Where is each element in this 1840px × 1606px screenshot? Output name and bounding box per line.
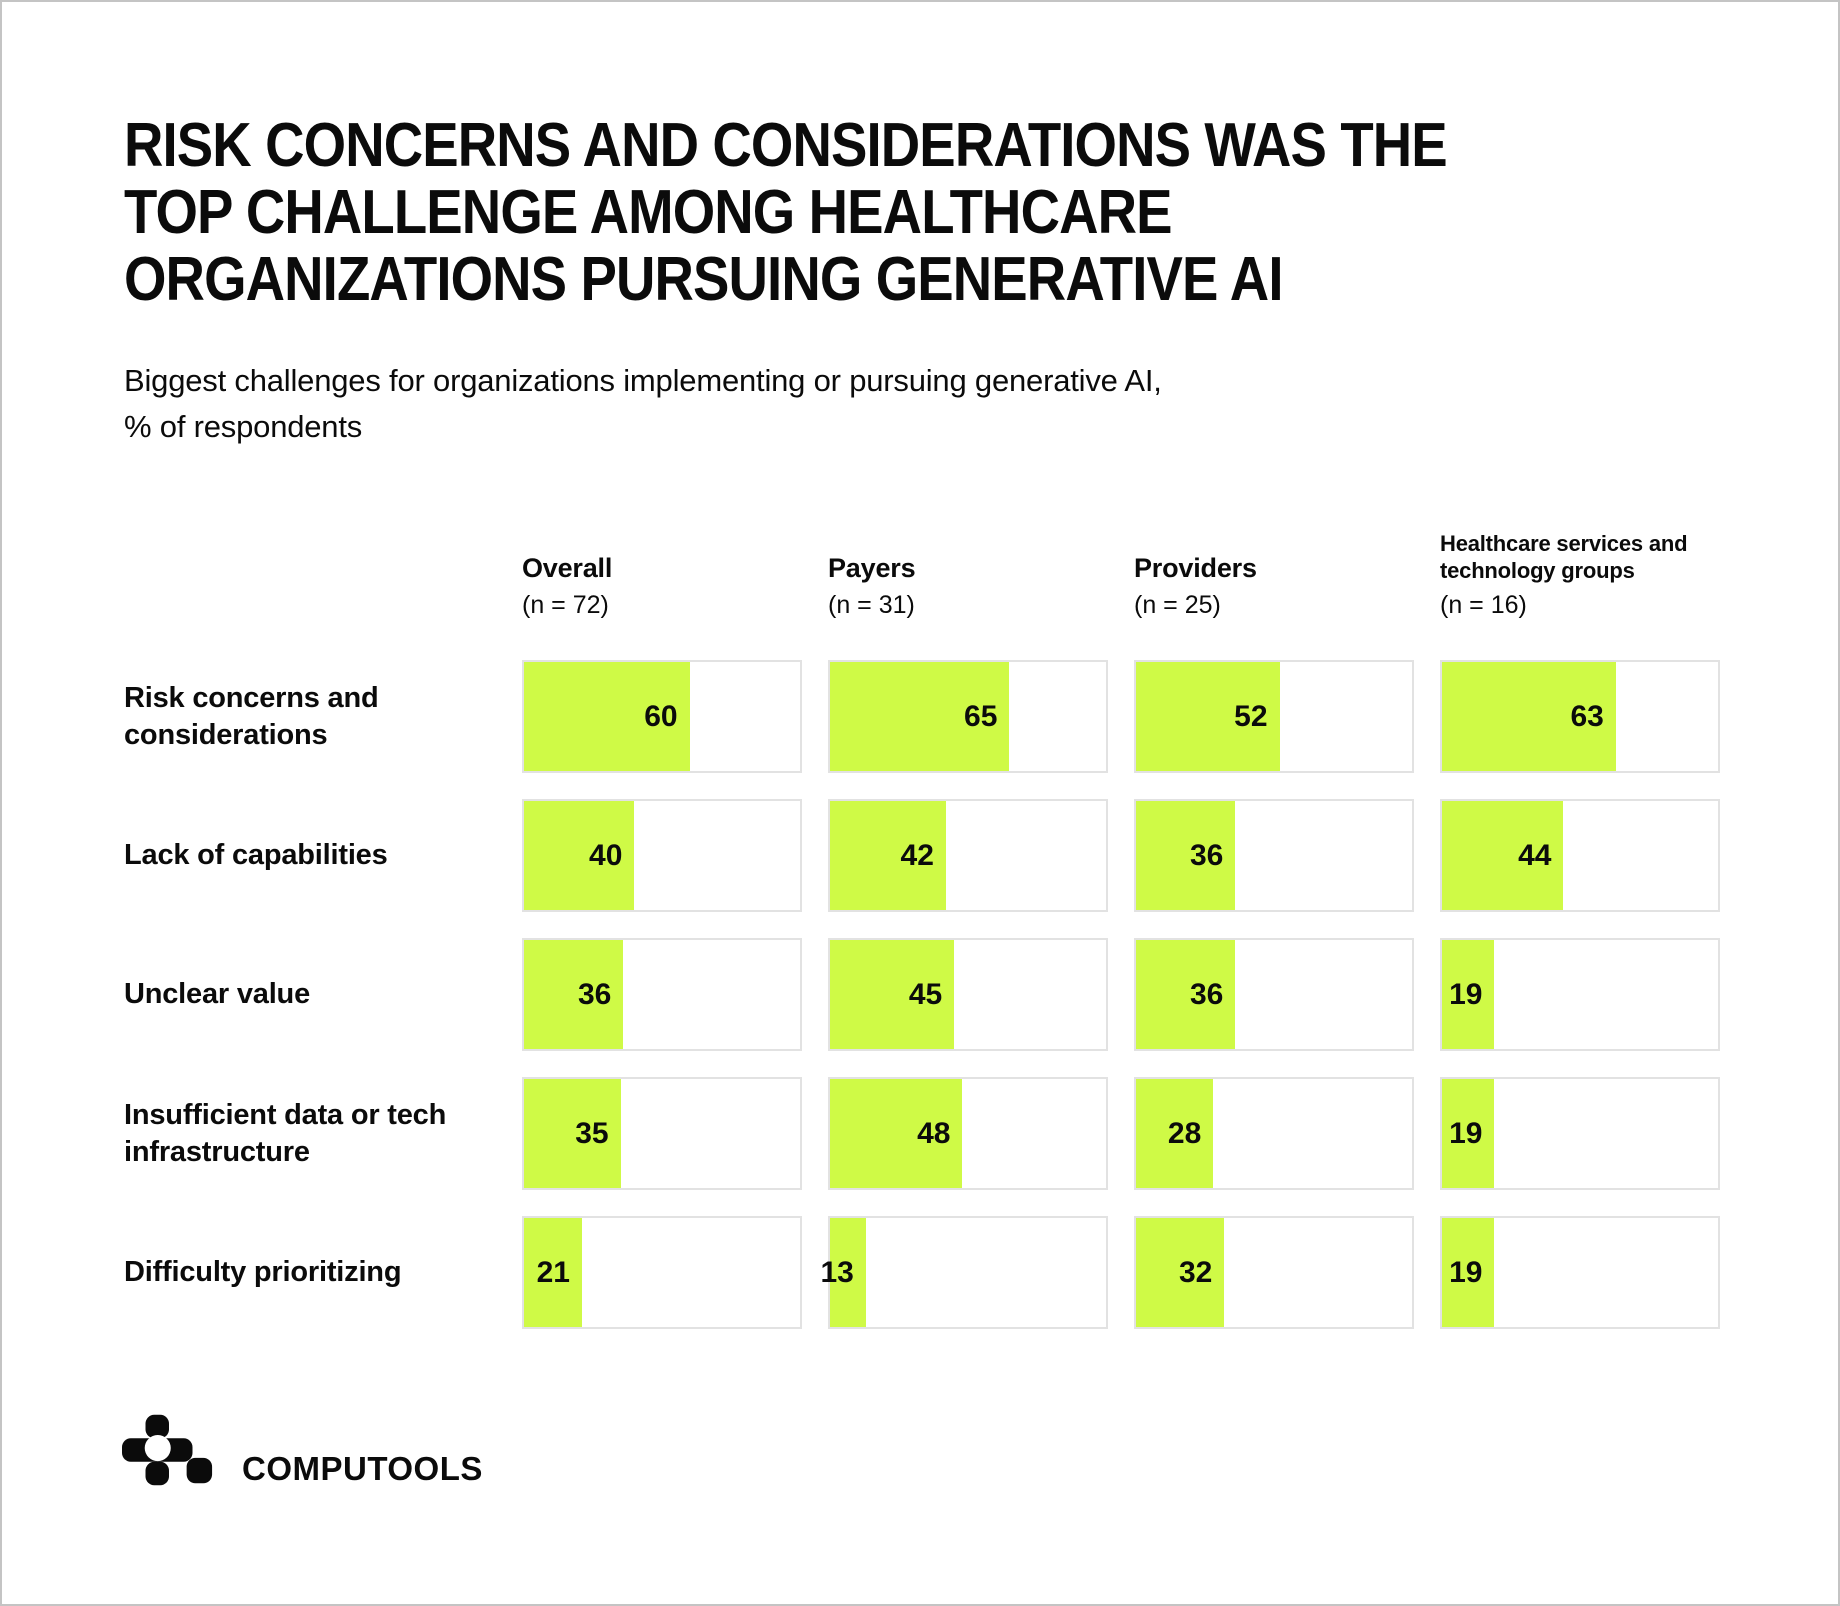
- bar-track-lack-of-capabilities-payers: 42: [828, 799, 1108, 912]
- column-sample-size: (n = 16): [1440, 591, 1527, 619]
- bar-fill: 40: [524, 801, 635, 910]
- bar-value-label: 65: [964, 699, 998, 733]
- chart-grid: Overall (n = 72) Payers (n = 31) Providers (n…: [124, 531, 1720, 1329]
- bar-value-label: 19: [1449, 1255, 1483, 1289]
- bar-value-label: 19: [1449, 1116, 1483, 1150]
- column-name: Providers: [1134, 553, 1257, 583]
- bar-fill: 60: [524, 662, 690, 771]
- bar-fill: 36: [1136, 940, 1236, 1049]
- page-title: RISK CONCERNS AND CONSIDERATIONS WAS THE…: [124, 111, 1448, 314]
- bar-track-unclear-value-overall: 36: [522, 938, 802, 1051]
- bar-fill: 65: [830, 662, 1010, 771]
- bar-track-difficulty-prioritizing-overall: 21: [522, 1216, 802, 1329]
- bar-fill: 42: [830, 801, 946, 910]
- column-header-payers: Payers (n = 31): [828, 546, 1108, 634]
- bar-value-label: 63: [1570, 699, 1604, 733]
- computools-logo-icon: [122, 1414, 213, 1486]
- column-header-overall: Overall (n = 72): [522, 546, 802, 634]
- bar-value-label: 45: [908, 977, 943, 1011]
- bar-track-insufficient-data-or-tech-infrastructure-payers: 48: [828, 1077, 1108, 1190]
- column-sample-size: (n = 31): [828, 591, 915, 619]
- bar-track-lack-of-capabilities-healthcare-services-and-technology-groups: 44: [1440, 799, 1720, 912]
- bar-value-label: 42: [900, 838, 934, 872]
- bar-value-label: 32: [1178, 1255, 1213, 1289]
- bar-value-label: 40: [589, 838, 623, 872]
- bar-value-label: 36: [1189, 977, 1224, 1011]
- bar-value-label: 36: [1189, 838, 1224, 872]
- column-header-healthcare-services-and-technology-groups: Healthcare services and technology group…: [1440, 531, 1720, 634]
- page-subtitle: Biggest challenges for organizations imp…: [124, 363, 1162, 444]
- bar-value-label: 48: [917, 1116, 951, 1150]
- bar-value-label: 21: [536, 1255, 570, 1289]
- bar-fill: 19: [1442, 1218, 1495, 1327]
- bar-track-unclear-value-payers: 45: [828, 938, 1108, 1051]
- column-name: Payers: [828, 553, 916, 583]
- bar-fill: 19: [1442, 1079, 1495, 1188]
- column-name: Overall: [522, 553, 613, 583]
- bar-value-label: 13: [820, 1255, 854, 1289]
- row-label-insufficient-data-or-tech-infrastructure: Insufficient data or tech infrastructure: [124, 1098, 447, 1168]
- bar-fill: 52: [1136, 662, 1280, 771]
- bar-fill: 35: [524, 1079, 621, 1188]
- bar-fill: 44: [1442, 801, 1564, 910]
- chart-corner-spacer: [124, 546, 496, 634]
- bar-track-lack-of-capabilities-overall: 40: [522, 799, 802, 912]
- brand-name: COMPUTOOLS: [242, 1450, 483, 1487]
- column-header-providers: Providers (n = 25): [1134, 546, 1414, 634]
- bar-fill: 36: [1136, 801, 1236, 910]
- bar-value-label: 44: [1518, 838, 1552, 872]
- brand-logo: COMPUTOOLS: [122, 1414, 483, 1486]
- bar-fill: 28: [1136, 1079, 1214, 1188]
- column-sample-size: (n = 72): [522, 591, 609, 619]
- bar-fill: 63: [1442, 662, 1616, 771]
- bar-value-label: 36: [577, 977, 612, 1011]
- bar-value-label: 35: [575, 1116, 609, 1150]
- bar-track-difficulty-prioritizing-providers: 32: [1134, 1216, 1414, 1329]
- bar-fill: 13: [821, 1218, 866, 1327]
- bar-track-difficulty-prioritizing-healthcare-services-and-technology-groups: 19: [1440, 1216, 1720, 1329]
- bar-value-label: 19: [1449, 977, 1483, 1011]
- bar-track-unclear-value-healthcare-services-and-technology-groups: 19: [1440, 938, 1720, 1051]
- bar-value-label: 28: [1167, 1116, 1202, 1150]
- bar-fill: 45: [830, 940, 955, 1049]
- bar-track-risk-concerns-and-considerations-providers: 52: [1134, 660, 1414, 773]
- row-label-lack-of-capabilities: Lack of capabilities: [124, 839, 388, 871]
- bar-fill: 36: [524, 940, 624, 1049]
- bar-track-insufficient-data-or-tech-infrastructure-overall: 35: [522, 1077, 802, 1190]
- bar-fill: 19: [1442, 940, 1495, 1049]
- bar-value-label: 52: [1234, 699, 1268, 733]
- bar-track-difficulty-prioritizing-payers: 13: [821, 1216, 1108, 1329]
- bar-track-lack-of-capabilities-providers: 36: [1134, 799, 1414, 912]
- bar-fill: 48: [830, 1079, 963, 1188]
- bar-fill: 32: [1136, 1218, 1225, 1327]
- row-label-difficulty-prioritizing: Difficulty prioritizing: [124, 1256, 402, 1288]
- bar-value-label: 60: [644, 699, 678, 733]
- column-sample-size: (n = 25): [1134, 591, 1221, 619]
- row-label-risk-concerns-and-considerations: Risk concerns and considerations: [124, 681, 379, 751]
- bar-track-unclear-value-providers: 36: [1134, 938, 1414, 1051]
- bar-fill: 21: [524, 1218, 582, 1327]
- bar-track-risk-concerns-and-considerations-payers: 65: [828, 660, 1108, 773]
- row-label-unclear-value: Unclear value: [124, 978, 310, 1010]
- bar-track-risk-concerns-and-considerations-overall: 60: [522, 660, 802, 773]
- bar-track-insufficient-data-or-tech-infrastructure-providers: 28: [1134, 1077, 1414, 1190]
- bar-track-risk-concerns-and-considerations-healthcare-services-and-technology-groups: 63: [1440, 660, 1720, 773]
- bar-track-insufficient-data-or-tech-infrastructure-healthcare-services-and-technology-groups: 19: [1440, 1077, 1720, 1190]
- column-name: Healthcare services and technology group…: [1440, 531, 1688, 583]
